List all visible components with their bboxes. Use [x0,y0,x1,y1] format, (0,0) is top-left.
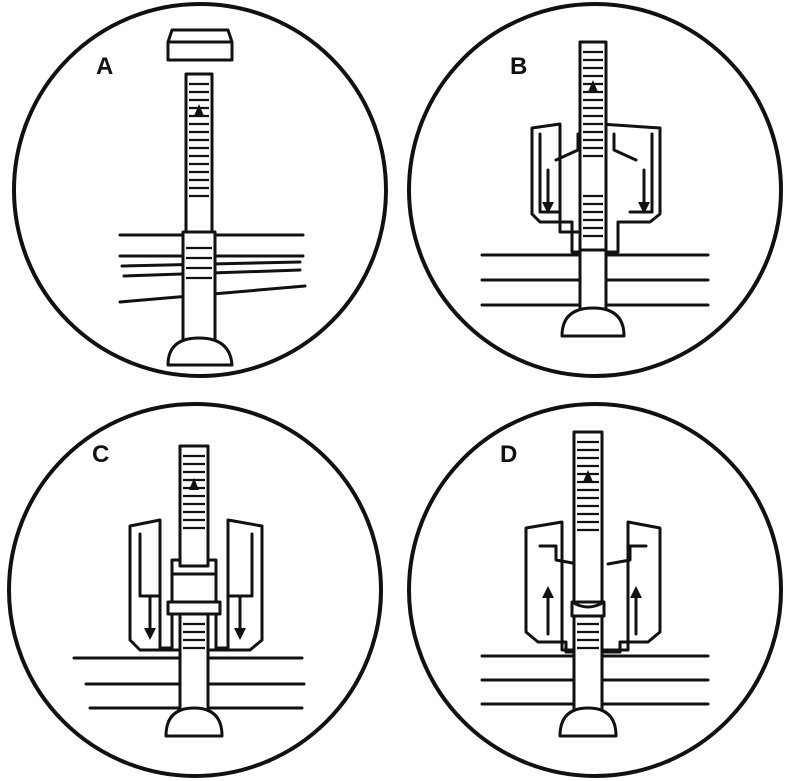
mandrel-threads [189,82,209,198]
arrow-up-icon [630,586,642,636]
arrow-down-icon [144,594,156,640]
arrow-down-icon [542,168,554,214]
rivet-head [166,336,234,367]
rivet-shank [181,230,217,344]
mandrel [572,430,604,604]
panel-b-label: B [510,53,527,80]
break-neck [570,600,606,618]
panel-d: D [407,402,783,778]
rivet-collar [170,572,218,604]
rivet-cap [166,28,234,62]
panel-c-label: C [92,441,109,468]
panel-b: B [407,2,783,378]
arrow-up-icon [588,80,598,92]
mandrel [184,72,214,234]
panel-d-label: D [500,441,517,468]
rivet-head [558,706,618,738]
rivet-shank [572,614,604,714]
rivet-head [164,706,224,738]
arrow-up-icon [189,478,199,490]
mandrel [178,444,210,568]
rivet-head [560,306,626,338]
arrow-up-icon [542,586,554,636]
rivet-shank [578,248,608,314]
arrow-up-icon [583,470,593,482]
rivet-shank [178,612,210,714]
collar-flange [166,600,222,616]
panel-a-label: A [96,53,113,80]
arrow-down-icon [194,104,204,116]
mandrel [578,40,608,252]
panel-a: A [12,2,388,378]
arrow-down-icon [234,594,246,640]
panel-c: C [7,402,383,778]
arrow-down-icon [638,168,650,214]
